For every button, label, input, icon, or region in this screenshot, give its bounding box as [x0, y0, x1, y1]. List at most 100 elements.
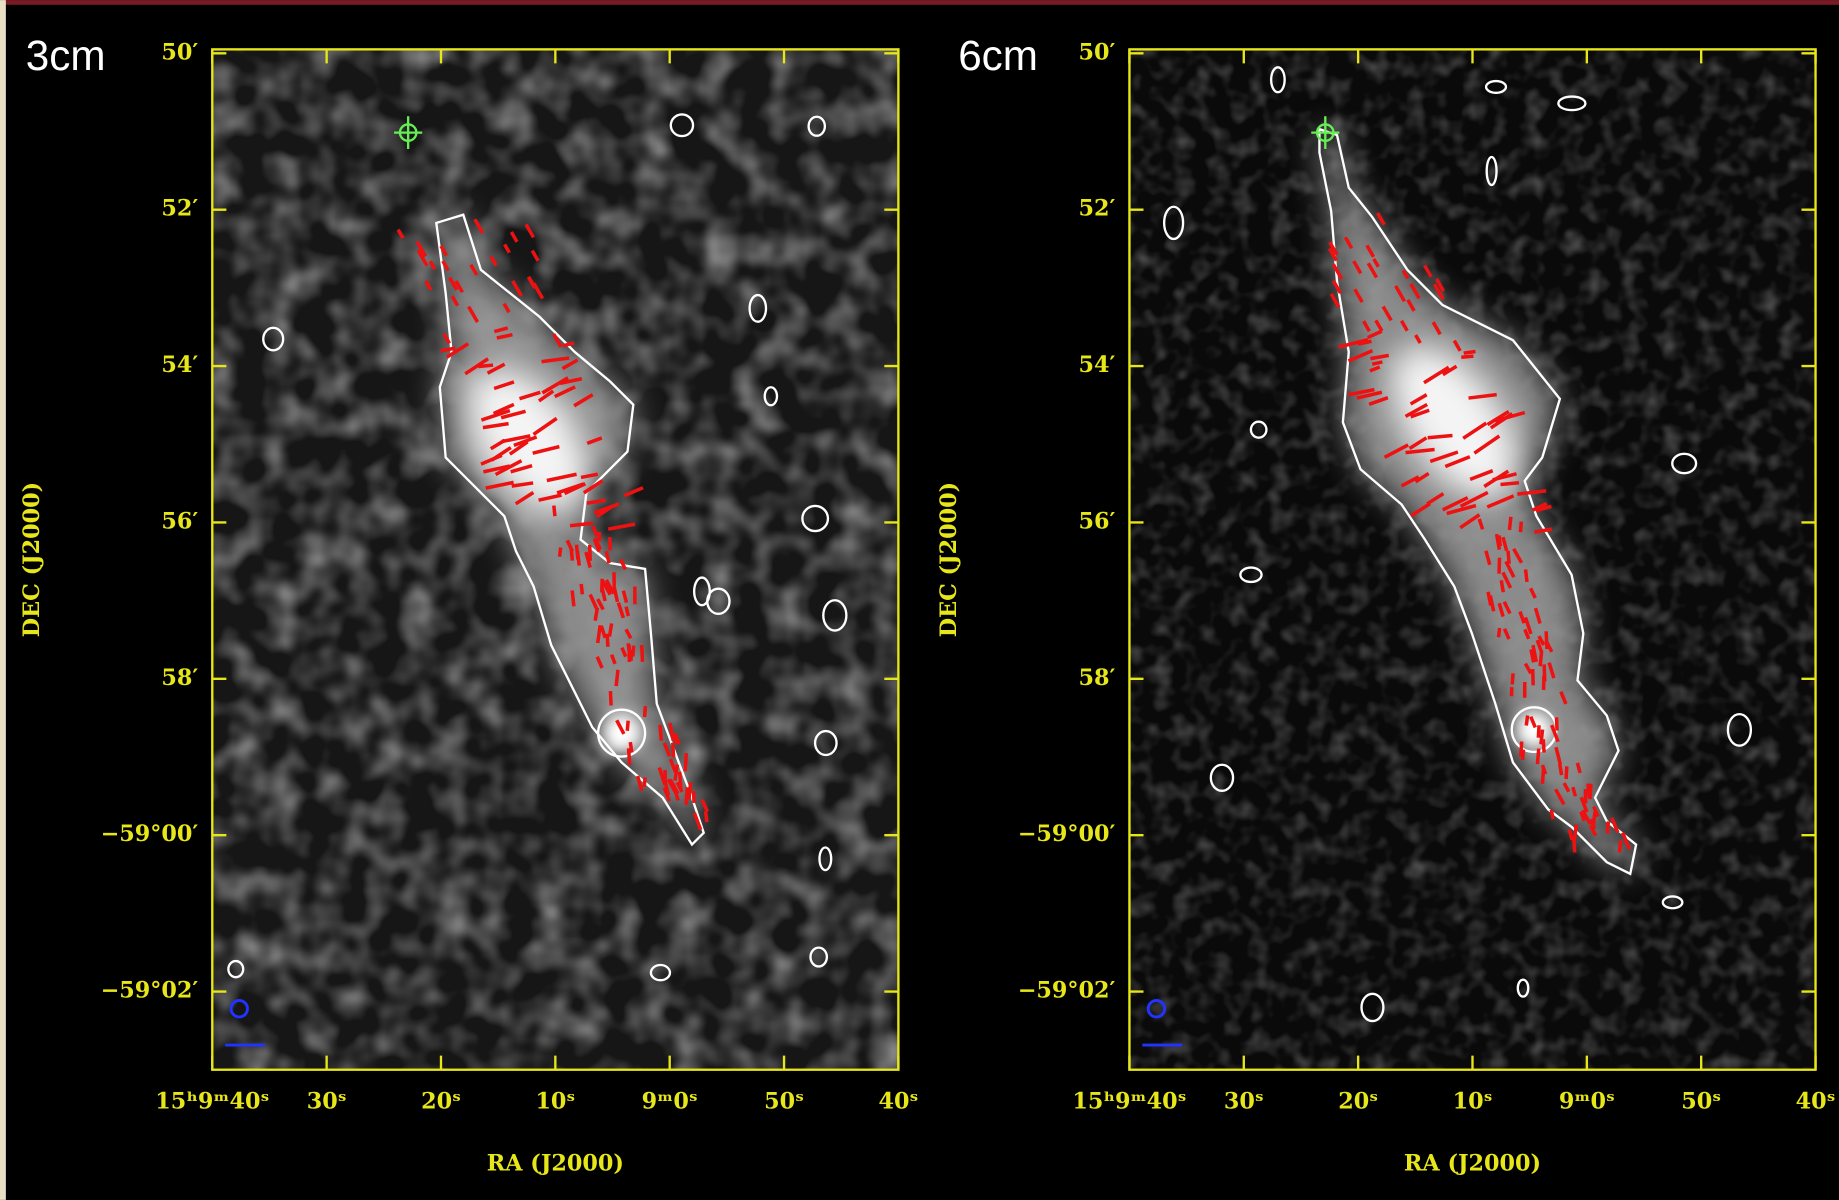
vector: [1542, 768, 1543, 784]
panel-title: 3cm: [26, 32, 106, 79]
vector: [1590, 784, 1591, 799]
vector: [610, 691, 611, 705]
vector: [595, 608, 597, 621]
vector: [1540, 650, 1542, 666]
top-border: [0, 0, 1839, 5]
x-tick-label: 15ʰ9ᵐ40ˢ: [1072, 1089, 1186, 1115]
y-axis-label: DEC (J2000): [19, 482, 45, 637]
vector: [1543, 739, 1544, 752]
vector: [630, 742, 631, 752]
x-tick-label: 50ˢ: [1681, 1089, 1721, 1115]
vector: [581, 584, 582, 594]
x-tick-label: 20ˢ: [421, 1089, 461, 1115]
vector: [673, 743, 674, 757]
vector: [572, 590, 574, 606]
vector: [1464, 352, 1476, 354]
vector: [626, 607, 628, 616]
vector: [705, 811, 706, 822]
vector: [1556, 717, 1557, 730]
y-tick-label: 50′: [1079, 39, 1116, 65]
vector: [616, 670, 618, 686]
y-tick-label: 50′: [161, 39, 198, 65]
image-panel: [1129, 49, 1815, 1069]
y-tick-label: 58′: [161, 665, 198, 691]
vector: [554, 506, 555, 517]
y-tick-label: 58′: [1079, 665, 1116, 691]
x-tick-label: 30ˢ: [1224, 1089, 1264, 1115]
vector: [478, 365, 493, 366]
vector: [1499, 558, 1500, 574]
vector: [629, 748, 630, 765]
vector: [1551, 810, 1553, 820]
vector: [1501, 483, 1520, 485]
vector: [627, 721, 628, 731]
vector: [1372, 362, 1382, 364]
x-tick-label: 9ᵐ0ˢ: [1559, 1089, 1615, 1115]
vector: [1526, 569, 1527, 582]
image-panel: [212, 49, 898, 1069]
y-tick-label: 52′: [161, 196, 198, 222]
vector: [1501, 580, 1503, 592]
x-tick-label: 10ˢ: [535, 1089, 575, 1115]
vector: [1526, 716, 1527, 726]
x-tick-label: 20ˢ: [1338, 1089, 1378, 1115]
vector: [1461, 356, 1473, 357]
vector: [1521, 522, 1522, 533]
x-tick-label: 40ˢ: [1796, 1089, 1836, 1115]
vector: [1607, 821, 1608, 833]
vector: [1573, 787, 1576, 796]
vector: [598, 625, 600, 643]
vector: [607, 634, 608, 647]
vector: [680, 772, 681, 789]
vector: [609, 623, 611, 636]
vector: [1537, 749, 1538, 765]
vector: [1499, 535, 1500, 546]
vector: [1512, 673, 1513, 684]
y-tick-label: 56′: [161, 508, 198, 534]
y-tick-label: 54′: [1079, 352, 1116, 378]
x-tick-label: 10ˢ: [1453, 1089, 1493, 1115]
vector: [1538, 725, 1539, 737]
vector: [628, 643, 630, 656]
y-tick-label: −59°02′: [1018, 978, 1116, 1004]
panel-title: 6cm: [958, 32, 1038, 79]
vector: [644, 777, 645, 786]
vector: [590, 545, 591, 561]
left-border: [0, 0, 6, 1200]
x-tick-label: 30ˢ: [307, 1089, 347, 1115]
x-tick-label: 9ᵐ0ˢ: [642, 1089, 698, 1115]
x-tick-label: 15ʰ9ᵐ40ˢ: [155, 1089, 269, 1115]
x-axis-label: RA (J2000): [487, 1151, 624, 1177]
vector: [577, 551, 579, 566]
vector: [1508, 551, 1509, 564]
vector: [660, 725, 661, 741]
vector: [1574, 824, 1576, 841]
vector: [1560, 764, 1562, 775]
vector: [1619, 840, 1620, 852]
vector: [685, 753, 686, 771]
vector: [1509, 517, 1510, 530]
vector: [1566, 766, 1567, 779]
vector: [610, 537, 611, 550]
vector: [633, 646, 634, 657]
vector: [642, 645, 643, 662]
vector: [645, 706, 646, 717]
vector: [686, 787, 687, 804]
y-tick-label: 52′: [1079, 196, 1116, 222]
vector: [560, 547, 561, 556]
y-tick-label: −59°00′: [101, 821, 199, 847]
y-axis-label: DEC (J2000): [936, 482, 962, 637]
x-tick-label: 40ˢ: [878, 1089, 918, 1115]
vector: [1498, 628, 1499, 637]
y-tick-label: 56′: [1079, 508, 1116, 534]
vector: [1521, 742, 1522, 757]
y-tick-label: −59°00′: [1018, 821, 1116, 847]
x-tick-label: 50ˢ: [764, 1089, 804, 1115]
page: {"chart_data": [ {"type": "image", "titl…: [0, 0, 1839, 1200]
y-tick-label: −59°02′: [101, 978, 199, 1004]
vector: [1428, 435, 1453, 437]
vector: [689, 782, 691, 799]
x-axis-label: RA (J2000): [1404, 1151, 1541, 1177]
figure: 50′ 52′ 54′ 56′ 58′ −59°00′ −59°02′ 15ʰ9ᵐ40ˢ 30ˢ…: [0, 0, 1839, 1200]
y-tick-label: 54′: [161, 352, 198, 378]
